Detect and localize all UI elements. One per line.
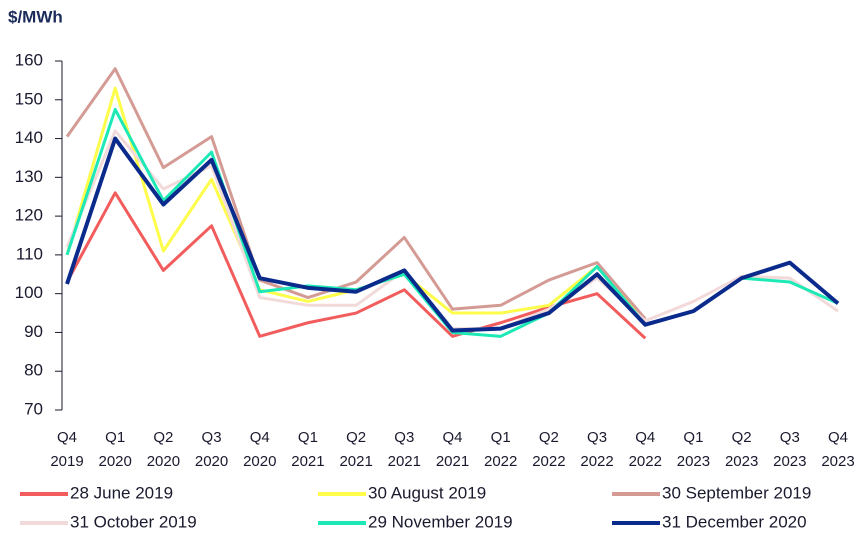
legend-label: 28 June 2019 [70, 483, 173, 502]
x-tick-label: Q2 2023 [725, 429, 758, 470]
y-tick-label: 120 [15, 206, 43, 225]
x-tick-label: Q3 2021 [388, 429, 421, 470]
series-line [65, 67, 647, 320]
y-tick-label: 160 [15, 50, 43, 69]
x-tick-label: Q4 2019 [50, 429, 83, 470]
x-tick-label: Q4 2022 [629, 429, 662, 470]
x-tick-label: Q2 2020 [147, 429, 180, 470]
legend-label: 31 October 2019 [70, 512, 197, 531]
y-tick-label: 70 [24, 399, 43, 418]
legend-label: 31 December 2020 [662, 512, 807, 531]
x-tick-label: Q4 2023 [821, 429, 854, 470]
series-line [65, 191, 647, 340]
x-tick-label: Q1 2023 [677, 429, 710, 470]
legend-label: 29 November 2019 [368, 512, 513, 531]
x-tick-label: Q1 2020 [99, 429, 132, 470]
x-tick-label: Q3 2023 [773, 429, 806, 470]
legend-label: 30 September 2019 [662, 483, 811, 502]
y-tick-label: 130 [15, 167, 43, 186]
x-tick-label: Q3 2020 [195, 429, 228, 470]
x-tick-label: Q1 2022 [484, 429, 517, 470]
x-tick-label: Q3 2022 [580, 429, 613, 470]
y-tick-label: 140 [15, 128, 43, 147]
x-tick-label: Q4 2021 [436, 429, 469, 470]
x-tick-label: Q2 2022 [532, 429, 565, 470]
y-tick-label: 150 [15, 89, 43, 108]
series-line [65, 129, 839, 331]
x-tick-label: Q1 2021 [291, 429, 324, 470]
y-tick-label: 100 [15, 283, 43, 302]
x-tick-label: Q2 2021 [339, 429, 372, 470]
legend-label: 30 August 2019 [368, 483, 486, 502]
y-axis-label: $/MWh [8, 7, 63, 26]
y-tick-label: 80 [24, 361, 43, 380]
y-tick-label: 90 [24, 322, 43, 341]
x-tick-label: Q4 2020 [243, 429, 276, 470]
y-tick-label: 110 [16, 244, 43, 263]
series-line [65, 86, 647, 322]
series-line [65, 136, 840, 333]
